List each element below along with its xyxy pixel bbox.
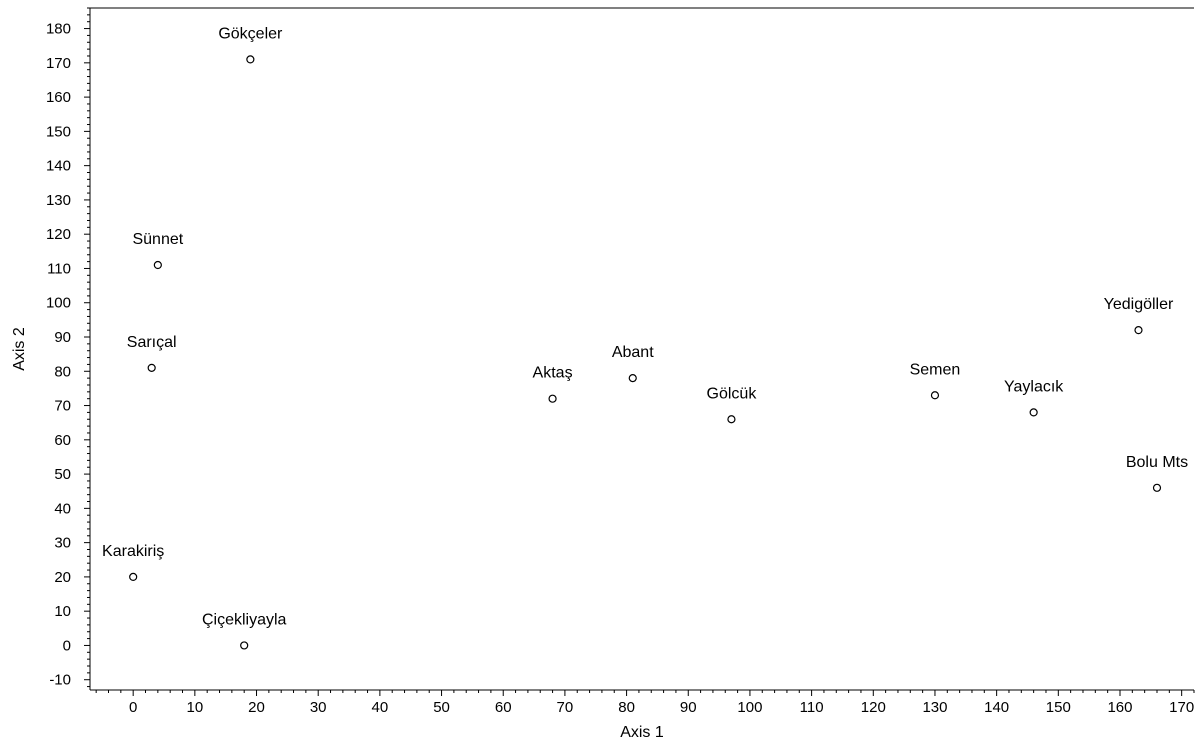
axes-group: [89, 7, 1194, 691]
y-tick-label: 30: [54, 535, 71, 552]
x-tick-label: 130: [922, 699, 947, 716]
point-label: Aktaş: [533, 365, 573, 382]
x-tick-label: 30: [310, 699, 327, 716]
points-group: Gökçeler Sünnet Sarıçal Karakiriş Çiçekliyay…: [102, 25, 1188, 650]
y-tick-label: 100: [46, 295, 71, 312]
y-tick-label: 80: [54, 363, 71, 380]
x-tick-label: 40: [372, 699, 389, 716]
x-tick-label: 0: [129, 699, 137, 716]
data-point: [548, 394, 557, 403]
y-tick-label: 110: [47, 260, 71, 277]
x-tick-label: 170: [1169, 699, 1194, 716]
data-point: [147, 363, 156, 372]
y-tick-label: 60: [54, 432, 71, 449]
data-point: [727, 415, 736, 424]
y-tick-label: 180: [46, 21, 71, 38]
data-point: [129, 572, 138, 582]
x-tick-label: 90: [680, 699, 697, 716]
x-tick-label: 120: [861, 699, 886, 716]
ticks-group: 0 10 20 30 40 50 60 70 80 90 100 110 120 130 140 150 160…: [46, 7, 1195, 716]
data-point: [930, 391, 940, 400]
point-label: Yaylacık: [1004, 378, 1064, 395]
y-tick-label: 120: [46, 226, 71, 243]
point-label: Abant: [612, 344, 654, 361]
point-label: Gölcük: [707, 385, 758, 402]
point-label: Gökçeler: [218, 25, 283, 42]
y-tick-label: 0: [63, 637, 71, 654]
data-point: [628, 374, 637, 383]
x-tick-label: 80: [618, 699, 635, 716]
y-tick-label: 150: [46, 123, 71, 140]
x-tick-label: 110: [800, 699, 824, 716]
data-point: [246, 55, 255, 64]
point-label: Sarıçal: [127, 334, 177, 351]
point-label: Karakiriş: [102, 543, 164, 560]
point-label: Bolu Mts: [1126, 454, 1188, 471]
y-tick-label: 10: [54, 603, 71, 620]
data-point: [1152, 483, 1162, 492]
y-tick-label: 90: [54, 329, 71, 346]
y-tick-label: 20: [54, 569, 71, 586]
x-tick-label: 100: [737, 699, 762, 716]
y-tick-label: 50: [54, 466, 71, 483]
y-tick-label: 130: [46, 192, 71, 209]
x-tick-label: 160: [1107, 699, 1132, 716]
y-tick-label: 160: [46, 89, 71, 106]
y-tick-label: 40: [54, 500, 71, 517]
x-axis-title: Axis 1: [620, 724, 664, 741]
x-tick-label: 20: [248, 699, 265, 716]
point-label: Sünnet: [132, 231, 183, 248]
y-tick-label: 70: [54, 398, 71, 415]
y-tick-label: 170: [46, 55, 71, 72]
data-point: [1134, 326, 1143, 335]
y-axis-title: Axis 2: [11, 327, 28, 371]
x-tick-label: 10: [187, 699, 204, 716]
x-tick-label: 50: [433, 699, 450, 716]
x-tick-label: 150: [1046, 699, 1071, 716]
data-point: [240, 641, 249, 650]
y-tick-label: -10: [49, 672, 71, 689]
x-tick-label: 70: [557, 699, 574, 716]
point-label: Semen: [910, 361, 961, 378]
data-point: [1029, 408, 1038, 417]
x-tick-label: 140: [984, 699, 1009, 716]
x-tick-label: 60: [495, 699, 512, 716]
point-label: Çiçekliyayla: [202, 611, 287, 628]
y-tick-label: 140: [46, 158, 71, 175]
data-point: [153, 260, 162, 270]
point-label: Yedigöller: [1104, 296, 1174, 313]
